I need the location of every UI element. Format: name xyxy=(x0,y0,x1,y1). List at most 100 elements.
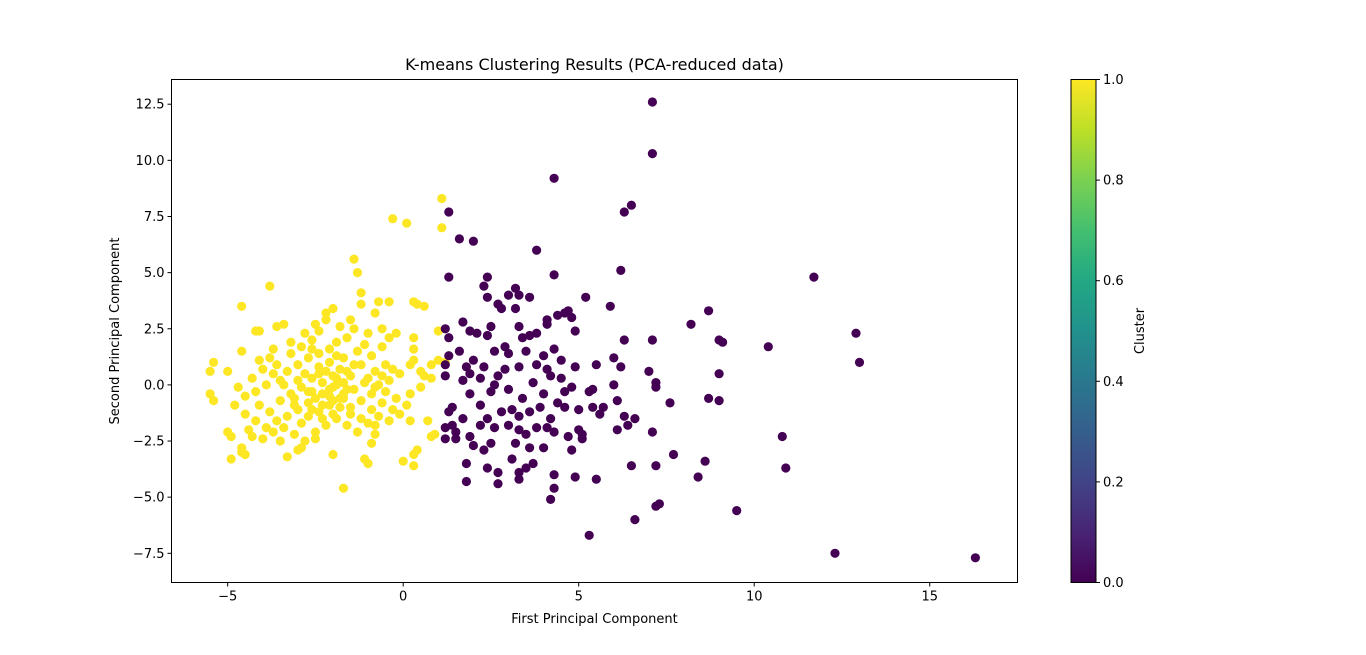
scatter-point xyxy=(374,297,384,307)
scatter-point xyxy=(486,438,496,448)
scatter-point xyxy=(409,344,419,354)
scatter-point xyxy=(388,364,398,374)
scatter-point xyxy=(237,301,247,311)
y-tick-label: −7.5 xyxy=(133,547,165,562)
scatter-point xyxy=(718,337,728,347)
scatter-point xyxy=(560,387,570,397)
scatter-point xyxy=(854,357,865,367)
scatter-point xyxy=(223,366,233,376)
scatter-point xyxy=(598,402,608,412)
x-tick-label: 15 xyxy=(921,590,938,605)
scatter-point xyxy=(468,236,478,246)
scatter-point xyxy=(289,429,299,439)
scatter-point xyxy=(503,420,514,430)
scatter-point xyxy=(539,351,549,361)
scatter-point xyxy=(310,319,320,329)
scatter-point xyxy=(293,360,303,370)
scatter-point xyxy=(240,391,250,401)
scatter-point xyxy=(440,434,450,444)
scatter-point xyxy=(391,393,401,403)
scatter-point xyxy=(265,281,275,291)
scatter-point xyxy=(493,371,503,381)
scatter-point xyxy=(381,387,391,397)
scatter-point xyxy=(539,443,549,453)
scatter-point xyxy=(496,407,507,417)
scatter-point xyxy=(430,429,440,439)
scatter-point xyxy=(437,193,447,204)
scatter-point xyxy=(296,443,306,453)
scatter-point xyxy=(444,272,454,282)
scatter-point xyxy=(240,409,250,419)
y-tick-label: 10.0 xyxy=(136,154,165,169)
x-tick-label: 10 xyxy=(746,590,763,605)
y-tick-label: 5.0 xyxy=(144,266,165,281)
scatter-point xyxy=(338,483,349,493)
scatter-point xyxy=(370,429,380,439)
scatter-point xyxy=(377,371,387,381)
scatter-point xyxy=(532,245,542,255)
scatter-point xyxy=(405,389,415,399)
scatter-point xyxy=(363,418,373,428)
scatter-point xyxy=(349,324,359,334)
scatter-point xyxy=(612,425,622,435)
scatter-point xyxy=(286,337,296,347)
scatter-point xyxy=(226,431,236,442)
scatter-point xyxy=(440,360,450,370)
scatter-point xyxy=(623,420,633,430)
scatter-point xyxy=(514,321,524,332)
scatter-point xyxy=(426,373,436,383)
scatter-point xyxy=(321,315,331,325)
x-tick-label: 0 xyxy=(399,590,407,605)
scatter-point xyxy=(465,326,475,336)
scatter-point xyxy=(616,362,626,372)
colorbar-tick-label: 0.6 xyxy=(1103,274,1124,289)
scatter-point xyxy=(510,283,521,293)
scatter-point xyxy=(665,398,675,408)
scatter-point xyxy=(619,335,629,345)
scatter-point xyxy=(521,429,531,439)
scatter-point xyxy=(482,330,492,341)
scatter-point xyxy=(289,400,299,410)
scatter-point xyxy=(714,396,724,406)
y-tick-label: 12.5 xyxy=(136,98,165,113)
scatter-point xyxy=(296,342,306,352)
scatter-point xyxy=(549,270,559,280)
scatter-point xyxy=(521,346,531,356)
scatter-point xyxy=(809,272,819,282)
scatter-point xyxy=(419,301,429,311)
scatter-point xyxy=(356,360,366,370)
scatter-point xyxy=(619,411,629,421)
scatter-point xyxy=(240,449,250,460)
scatter-point xyxy=(310,434,320,444)
scatter-point xyxy=(700,456,710,466)
scatter-point xyxy=(830,548,840,558)
scatter-point xyxy=(356,414,366,424)
scatter-point xyxy=(567,445,577,455)
scatter-point xyxy=(331,351,342,361)
scatter-point xyxy=(647,149,658,159)
scatter-point xyxy=(275,396,285,406)
scatter-point xyxy=(486,387,496,397)
scatter-point xyxy=(254,355,264,365)
scatter-point xyxy=(307,344,317,354)
scatter-point xyxy=(377,342,387,352)
scatter-point xyxy=(468,440,478,451)
x-tick-label: −5 xyxy=(218,590,237,605)
scatter-point xyxy=(303,353,313,363)
scatter-point xyxy=(458,317,468,327)
scatter-point xyxy=(321,366,331,376)
scatter-point xyxy=(451,434,461,444)
colorbar-label: Cluster xyxy=(1133,307,1148,354)
scatter-point xyxy=(475,400,485,410)
scatter-point xyxy=(475,373,485,383)
scatter-point xyxy=(514,425,524,435)
scatter-point xyxy=(300,369,310,379)
scatter-point xyxy=(317,389,327,399)
scatter-point xyxy=(356,299,366,309)
scatter-point xyxy=(377,324,387,334)
scatter-point xyxy=(303,387,313,397)
scatter-point xyxy=(367,351,377,361)
scatter-point xyxy=(321,308,331,318)
scatter-point xyxy=(461,362,471,372)
scatter-point xyxy=(317,400,327,410)
